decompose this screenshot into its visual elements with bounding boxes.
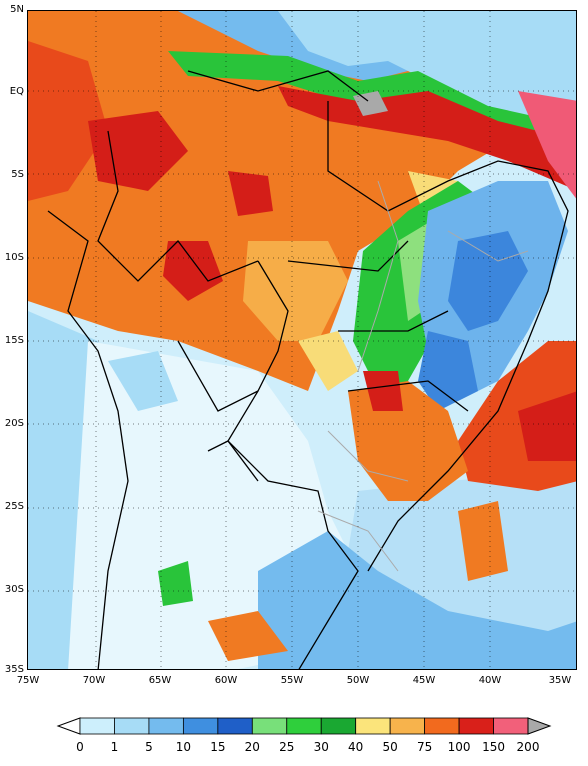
field-gray-patch [353, 91, 388, 116]
legend-label: 10 [175, 740, 192, 754]
legend-swatch [114, 717, 150, 735]
field-north-coast-red [278, 86, 576, 191]
field-south-band [258, 531, 576, 669]
legend-label: 100 [447, 740, 471, 754]
field-south-orange [208, 611, 288, 661]
legend-swatch [217, 717, 253, 735]
legend-swatch [79, 717, 115, 735]
lon-tick: 45W [412, 675, 436, 686]
field-center-orange [243, 241, 348, 341]
lon-tick: 35W [548, 675, 572, 686]
field-bolivia-blue [108, 351, 178, 411]
field-northeast-dark [448, 231, 528, 331]
legend-label: 40 [348, 740, 364, 754]
precipitation-field [28, 11, 576, 669]
field-west-red [28, 41, 108, 201]
field-yellow-center [298, 331, 358, 391]
legend-swatch [424, 717, 460, 735]
lon-tick: 70W [82, 675, 106, 686]
legend-label: 20 [244, 740, 260, 754]
legend-label: 200 [516, 740, 540, 754]
field-center-red [228, 171, 273, 216]
field-argentina-green [158, 561, 193, 606]
field-atlantic-pink [518, 91, 576, 199]
legend-swatch [148, 717, 184, 735]
field-minas-red [363, 371, 403, 411]
legend-swatch [251, 717, 288, 735]
lat-tick: 35S [4, 664, 24, 675]
legend-swatch [182, 717, 219, 735]
lon-tick: 55W [280, 675, 304, 686]
legend-swatch [458, 717, 494, 735]
legend-arrow-high [527, 717, 552, 735]
legend-label: 1 [110, 740, 119, 754]
lat-tick: EQ [9, 86, 24, 97]
lat-tick: 25S [4, 501, 24, 512]
legend-label: 150 [482, 740, 505, 754]
legend-label: 5 [145, 740, 153, 754]
legend-swatch [493, 717, 529, 735]
legend-swatch [286, 717, 322, 735]
lon-tick: 40W [478, 675, 502, 686]
lat-tick: 5N [10, 4, 24, 15]
lon-tick: 65W [148, 675, 172, 686]
legend-swatch [389, 717, 426, 735]
field-east-dark [418, 331, 478, 411]
lat-tick: 10S [4, 252, 24, 263]
field-north-strip [28, 11, 576, 131]
field-acre-red [163, 241, 223, 301]
legend-label: 75 [416, 740, 433, 754]
legend-arrow-low [56, 717, 81, 735]
legend-label: 25 [279, 740, 295, 754]
graticule [28, 11, 576, 669]
legend-label: 30 [313, 740, 329, 754]
legend-swatch [320, 717, 357, 735]
legend-label: 50 [382, 740, 398, 754]
precipitation-map [27, 10, 577, 670]
lat-tick: 20S [4, 418, 24, 429]
legend-label: 0 [76, 740, 84, 754]
field-north-blue [178, 11, 408, 81]
lon-tick: 50W [346, 675, 370, 686]
field-southeast-deep [518, 391, 576, 461]
lon-tick: 60W [214, 675, 238, 686]
field-west-red2 [88, 111, 188, 191]
lat-tick: 30S [4, 584, 24, 595]
lat-tick: 5S [11, 169, 24, 180]
legend-label: 15 [210, 740, 226, 754]
lat-tick: 15S [4, 335, 24, 346]
field-atlantic-orange [458, 501, 508, 581]
lon-tick: 75W [16, 675, 40, 686]
legend-swatch [355, 717, 391, 735]
